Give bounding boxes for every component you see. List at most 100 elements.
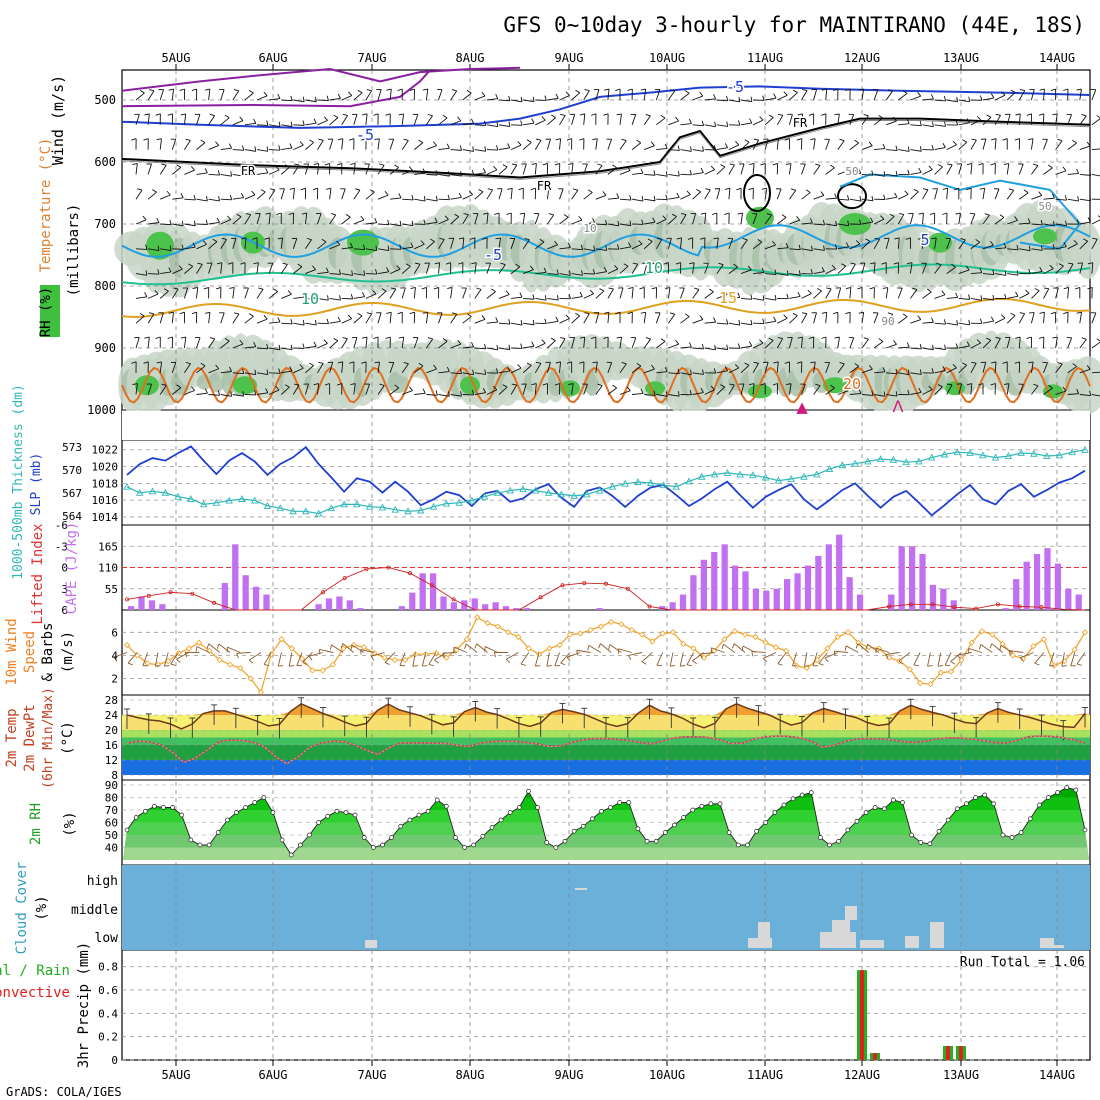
pressure-tick-label: 1000 [87,403,116,417]
wind-barb-flag [318,138,324,141]
wind-barb [849,263,856,274]
wind-barb-flag [952,364,957,369]
wind-barb [716,124,728,127]
wind-barb-flag [713,368,717,374]
wind-barb-flag [168,311,174,314]
wind-barb-flag [865,238,871,242]
wind-barb-flag [550,337,556,341]
wind-barb-flag [312,265,316,270]
wind-barb-flag [718,262,724,266]
wind-barb [583,222,595,225]
surface-wind-barb [845,645,859,653]
surface-wind-barb-flag [350,644,353,650]
wind-barb-flag [375,269,378,275]
freezing-level-contour-2 [121,120,1091,180]
wind-barb-flag [845,287,851,290]
wind-barb-flag [350,163,356,165]
rh-point [188,837,194,843]
wind-barb [329,362,334,373]
thickness-point [148,487,157,495]
wind-barb [438,117,448,126]
wind-barb-flag [917,315,922,320]
wind-barb [1055,337,1058,349]
wind-barb-flag [616,336,622,339]
li-point [364,566,369,571]
surface-wind-barb [208,643,220,653]
wind-barb [631,263,639,274]
wind-barb-flag [468,190,474,195]
ylabel-10m-wind: 10m Wind [4,618,20,685]
wind-barb [353,248,365,251]
rh-point [316,820,321,825]
wind-barb [692,289,700,299]
surface-wind-barb-flag [264,664,270,667]
wind-barb [523,345,535,349]
wind-barb-flag [821,336,827,339]
wind-barb [825,312,828,324]
surface-wind-barb-flag [627,655,632,660]
surface-wind-barb [818,652,828,664]
wind-barb-flag [507,366,511,372]
wind-barb-flag [720,384,726,388]
wind-barb-flag [385,336,391,339]
wind-barb-flag [529,265,534,270]
wind-barb [365,383,370,395]
wind-barb [523,322,535,326]
wind-barb [873,262,876,274]
wind-barb-flag [726,95,729,101]
wind-barb-flag [724,143,729,148]
wind-barb-flag [447,287,453,289]
wind-barb [813,138,816,150]
wind-barb-flag [753,138,759,141]
wind-barb [1091,148,1100,151]
wind-barb [232,287,235,299]
wind-barb-flag [379,163,385,166]
wind-barb-flag [1001,314,1006,319]
wind-barb [619,363,627,374]
wind-barb-flag [976,339,982,344]
rh-point [279,837,285,843]
wind-barb-flag [532,319,535,325]
wind-barb-flag [1072,363,1077,367]
wind-speed-point [628,626,635,634]
wind-barb [994,115,1001,126]
wind-barb [1043,139,1048,150]
surface-wind-barb [331,644,344,653]
wind-barb-flag [726,319,729,325]
wind-barb-flag [254,390,257,396]
wind-barb-flag [543,187,549,190]
wind-barb [728,322,740,326]
wind-barb-flag [858,311,864,314]
wind-barb [934,322,946,325]
wind-barb [994,361,997,373]
wind-barb-flag [713,317,717,323]
wind-barb [232,372,244,375]
rh-point [453,835,458,840]
wind-barb [474,318,486,324]
wind-speed-point [577,630,584,637]
wind-speed-point [525,645,532,652]
wind-barb [704,321,716,324]
wind-barb [510,384,518,395]
wind-barb-flag [294,163,300,166]
wind-barb [958,141,968,150]
wind-barb-flag [282,262,288,265]
wind-barb [958,122,970,126]
wind-barb-flag [723,290,728,295]
wind-barb [607,167,617,175]
surface-wind-barb-flag [412,665,418,667]
wind-barb-flag [592,269,596,275]
wind-barb [801,113,803,125]
wind-barb-flag [587,189,593,193]
wind-barb [704,169,715,175]
wind-barb-flag [1052,113,1058,116]
wind-barb [898,372,910,376]
wind-barb [486,347,498,351]
wind-barb [849,114,855,125]
wind-barb [898,93,908,101]
wind-barb-flag [579,336,585,339]
wind-barb [801,384,806,395]
wind-barb [583,163,588,175]
wind-barb [450,216,460,225]
wind-barb [546,188,550,200]
